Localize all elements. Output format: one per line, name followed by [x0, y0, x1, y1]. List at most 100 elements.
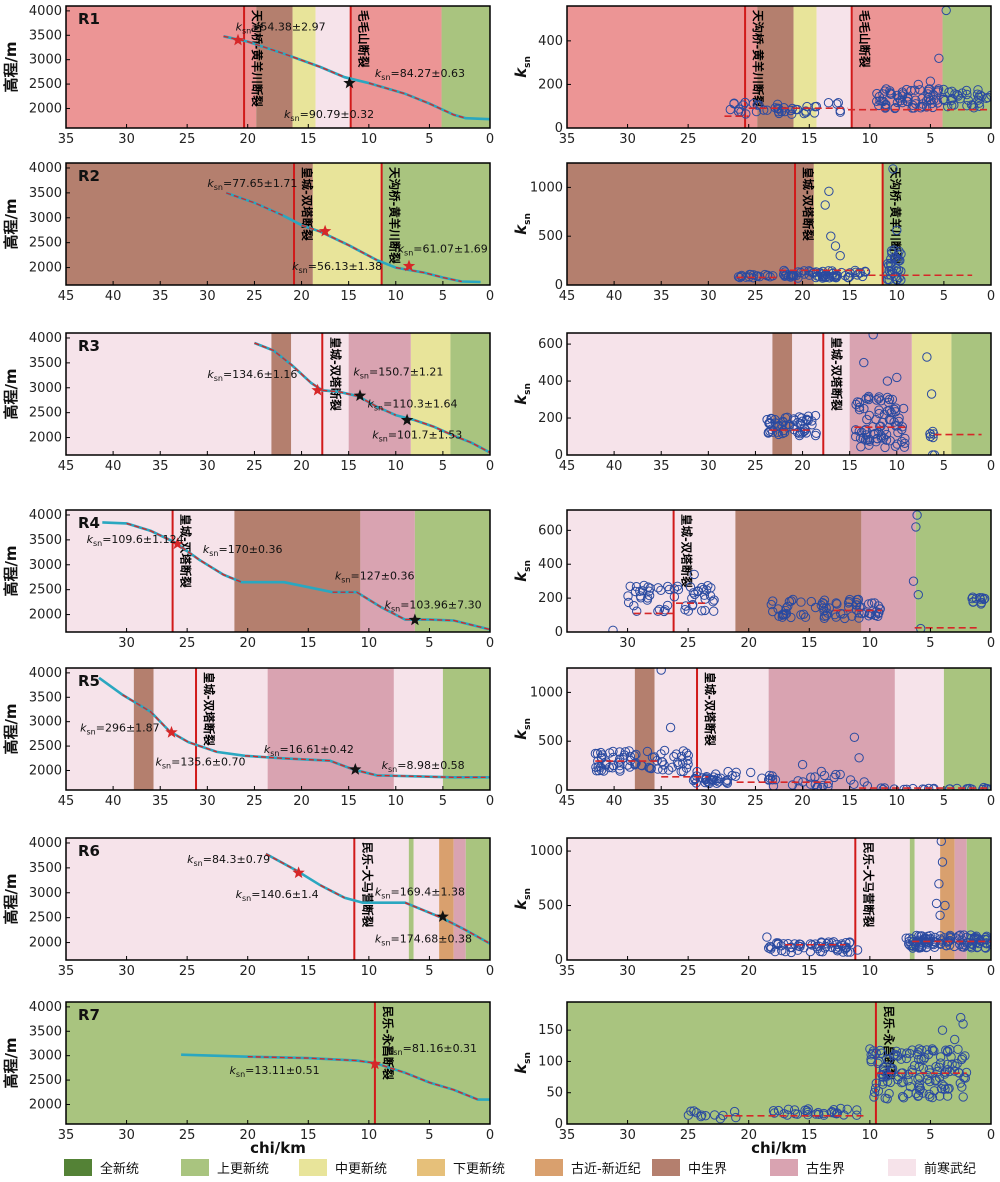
ksn-point [806, 596, 816, 607]
plot-frame [566, 1001, 992, 1125]
ksn-fit-segment [414, 419, 491, 454]
plot-frame [65, 837, 491, 961]
ksn-point [950, 1034, 960, 1045]
ksn-point [827, 1106, 837, 1117]
legend-item: 古近-新近纪 [535, 1159, 641, 1177]
fault-label: 皇城-双塔断裂 [703, 672, 717, 746]
ksn-point [841, 942, 851, 952]
ksn-fit-segment [357, 395, 397, 416]
ksn-point [690, 589, 700, 600]
ksn-point [903, 1088, 913, 1099]
ksn-point [811, 272, 821, 283]
ksn-point [838, 947, 848, 957]
x-tick-label: 30 [619, 1128, 636, 1143]
panel-label: R6 [78, 842, 100, 860]
y-tick-label: 2500 [29, 236, 62, 251]
ksn-point [623, 597, 634, 608]
ksn-point [782, 412, 792, 422]
ksn-point [967, 784, 977, 790]
ksn-point [644, 590, 655, 601]
knickpoint-star [292, 866, 305, 879]
ksn-point [852, 945, 863, 955]
ksn-point [942, 1046, 953, 1056]
ksn-point [664, 765, 674, 775]
ksn-point [700, 1111, 711, 1121]
ksn-point [830, 241, 841, 251]
elevation-plot: 皇城-双塔断裂 天沟桥-黄羊川断裂 ksn=77.65±1.71 ksn=56.13±… [2, 161, 494, 304]
ksn-point [882, 376, 893, 386]
x-tick-label: 0 [486, 289, 494, 304]
y-tick-label: 2500 [29, 1073, 62, 1088]
ksn-point [673, 584, 684, 595]
panel-label: R7 [78, 1006, 100, 1024]
ksn-annotation: ksn=170±0.36 [203, 543, 283, 558]
plot-frame [566, 667, 992, 791]
x-tick-label: 10 [889, 289, 906, 304]
ksn-point [924, 783, 934, 790]
x-tick-label: 20 [239, 964, 256, 979]
x-tick-label: 10 [361, 1128, 378, 1143]
ksn-annotation: ksn=61.07±1.69 [398, 243, 488, 258]
x-tick-label: 10 [388, 794, 405, 809]
x-tick-label: 30 [118, 636, 135, 651]
ksn-point [878, 1079, 888, 1089]
x-tick-label: 10 [361, 636, 378, 651]
ksn-point [897, 424, 907, 435]
ksn-plot: 天沟桥-黄羊川断裂 毛毛山断裂 35 30 25 20 15 10 5 0 0 200 400 ksn [512, 5, 995, 147]
x-tick-label: 15 [841, 289, 858, 304]
legend-label: 前寒武纪 [924, 1161, 976, 1177]
x-tick-label: 5 [425, 964, 433, 979]
x-tick-label: 0 [486, 459, 494, 474]
x-tick-label: 5 [926, 636, 934, 651]
ksn-point [887, 394, 898, 405]
elevation-plot: 民乐-大马营断裂 ksn=84.3±0.79 ksn=140.6±1.4 ksn=16… [2, 836, 494, 979]
ksn-point [639, 580, 649, 591]
ksn-point [731, 767, 741, 777]
ksn-point [884, 260, 894, 271]
ksn-point [773, 1105, 784, 1116]
ksn-point [967, 939, 977, 949]
ksn-point [922, 935, 932, 945]
ksn-point [653, 606, 663, 616]
y-tick-label: 50 [546, 1086, 563, 1101]
x-axis-label: chi/km [250, 1139, 306, 1157]
ksn-point [951, 933, 961, 943]
ksn-point [801, 428, 811, 438]
ksn-point [736, 271, 746, 282]
ksn-point [934, 879, 944, 889]
ksn-point [772, 938, 782, 948]
ksn-point [925, 1076, 935, 1087]
x-tick-label: 5 [439, 289, 447, 304]
ksn-point [730, 771, 741, 781]
knickpoint-star [171, 537, 184, 550]
ksn-point [845, 268, 855, 278]
x-tick-label: 0 [486, 1128, 494, 1143]
ksn-point [871, 607, 881, 617]
ksn-point [683, 759, 693, 769]
ksn-point [943, 102, 953, 112]
x-tick-label: 20 [740, 964, 757, 979]
ksn-point [953, 1044, 963, 1055]
y-tick-label: 1000 [530, 180, 563, 195]
x-tick-label: 20 [239, 636, 256, 651]
ksn-point [635, 591, 646, 601]
ksn-point [796, 597, 806, 607]
x-tick-label: 35 [58, 132, 75, 147]
ksn-point [774, 108, 784, 119]
ksn-point [816, 937, 827, 947]
y-tick-label: 3000 [29, 715, 62, 730]
y-axis-label: 高程/m [2, 873, 20, 924]
x-tick-label: 0 [987, 132, 995, 147]
ksn-point [824, 186, 834, 197]
ksn-point [886, 408, 896, 418]
x-tick-label: 10 [388, 289, 405, 304]
y-axis-label: ksn [512, 888, 533, 910]
fault-label: 毛毛山断裂 [858, 10, 872, 68]
ksn-point [969, 103, 979, 113]
ksn-point [799, 423, 810, 434]
x-tick-label: 20 [239, 1128, 256, 1143]
ksn-annotation: ksn=54.38±2.97 [236, 20, 326, 35]
ksn-point [913, 1091, 923, 1102]
ksn-point [870, 1083, 881, 1093]
